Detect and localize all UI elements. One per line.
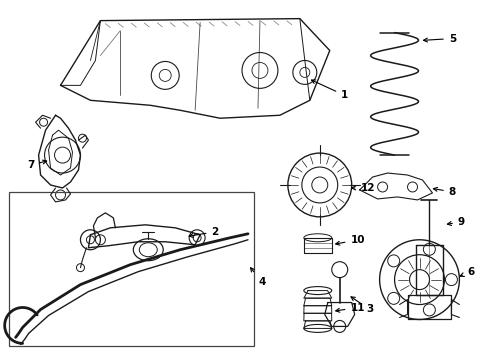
Text: 3: 3 (351, 297, 373, 315)
Text: 7: 7 (27, 160, 47, 170)
Text: 2: 2 (189, 227, 219, 237)
Text: 9: 9 (447, 217, 465, 227)
Text: 1: 1 (312, 80, 348, 100)
Bar (9, 192, 254, 346)
Text: 8: 8 (434, 187, 456, 197)
Text: 11: 11 (336, 302, 365, 312)
Text: 10: 10 (336, 235, 365, 245)
Text: 6: 6 (460, 267, 475, 276)
Text: 5: 5 (423, 33, 456, 44)
Text: 4: 4 (250, 268, 266, 287)
Text: 12: 12 (352, 183, 375, 193)
